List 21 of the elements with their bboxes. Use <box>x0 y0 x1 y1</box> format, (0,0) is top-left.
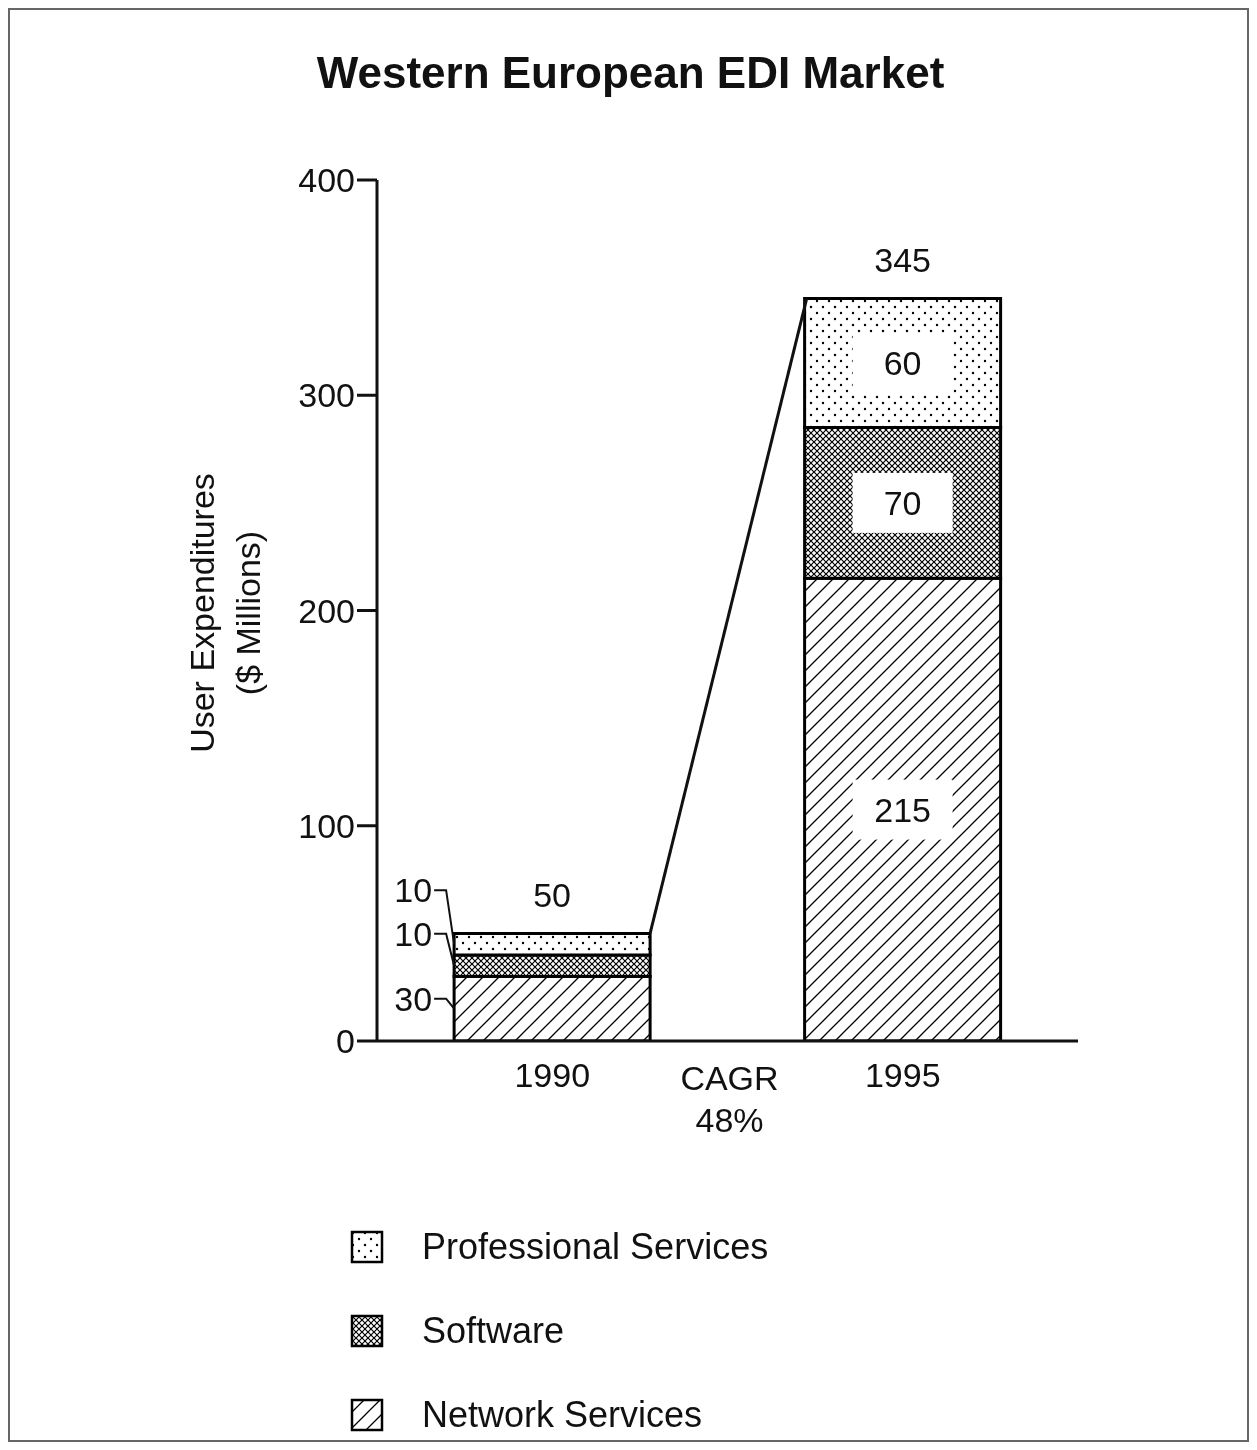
legend-label: Software <box>422 1310 565 1352</box>
text: CAGR 48% <box>679 1058 780 1141</box>
data-label: 10 <box>394 871 433 910</box>
y-tick-label: 100 <box>298 806 355 845</box>
data-label: 10 <box>394 914 433 953</box>
total-label: 345 <box>874 241 931 280</box>
y-tick-label: 200 <box>298 591 355 630</box>
legend-label: Network Services <box>422 1394 703 1436</box>
y-tick-label: 0 <box>336 1022 355 1061</box>
y-tick-label: 400 <box>298 161 355 200</box>
data-label: 215 <box>874 790 931 829</box>
x-tick-label: 1990 <box>514 1056 591 1095</box>
x-tick-label: 1995 <box>864 1056 941 1095</box>
data-label: 30 <box>394 979 433 1018</box>
data-label: 70 <box>883 483 922 522</box>
y-tick-label: 300 <box>298 376 355 415</box>
data-label: 60 <box>883 343 922 382</box>
y-axis-title: User Expenditures ($ Millions) <box>182 472 268 753</box>
chart-title: Western European EDI Market <box>315 48 946 98</box>
total-label: 50 <box>533 876 572 915</box>
legend-label: Professional Services <box>422 1226 769 1268</box>
